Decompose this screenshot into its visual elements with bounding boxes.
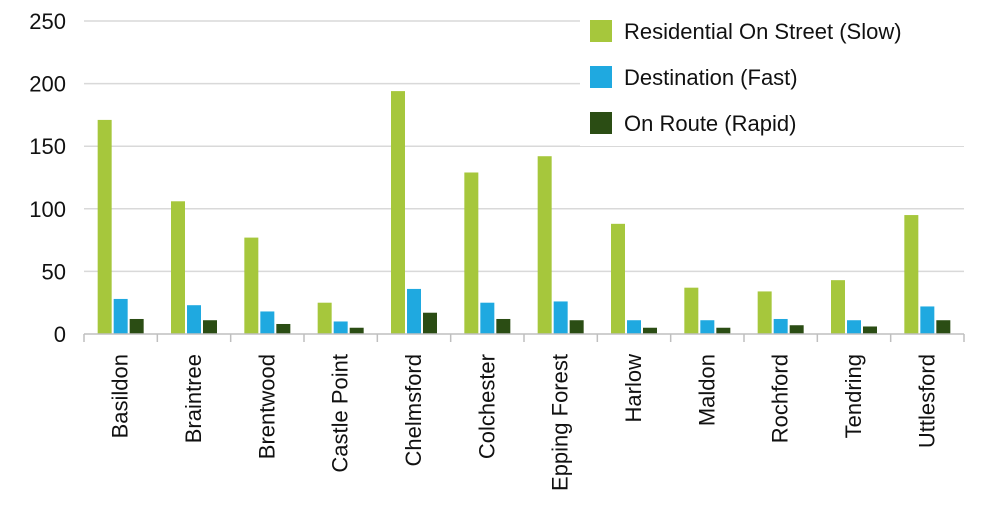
bar-colchester-series-0 [464,172,479,334]
y-tick-label: 0 [54,322,66,347]
bar-braintree-series-1 [187,305,201,334]
x-axis-category-labels: Basildon Braintree Brentwood Castle Point Ch… [108,354,940,491]
category-label: Uttlesford [914,354,939,448]
legend-label: On Route (Rapid) [624,111,796,136]
bar-tendring-series-2 [863,326,877,334]
bar-basildon-series-2 [129,318,144,334]
bar-chelmsford-series-1 [407,288,421,334]
y-axis-tick-labels: 0 50 100 150 200 250 [29,9,66,347]
legend-swatch [590,112,612,134]
category-label: Braintree [181,354,206,443]
bar-rochford-series-1 [773,318,788,334]
category-label: Rochford [768,354,793,443]
bar-colchester-series-1 [480,302,495,334]
bar-epping-forest-series-2 [569,320,584,334]
legend: Residential On Street (Slow) Destination … [580,6,970,146]
y-tick-label: 200 [29,72,66,97]
bar-harlow-series-0 [611,223,625,334]
bar-maldon-series-1 [700,320,715,334]
bar-braintree-series-2 [203,320,217,334]
bar-tendring-series-1 [847,320,861,334]
bar-basildon-series-0 [97,119,112,335]
bar-brentwood-series-0 [244,237,259,334]
bars [97,91,951,335]
bar-maldon-series-0 [684,287,699,334]
bar-uttlesford-series-1 [920,306,935,334]
y-tick-label: 50 [42,259,66,284]
bar-chelmsford-series-2 [423,312,437,334]
bar-tendring-series-0 [831,280,845,334]
bar-epping-forest-series-1 [553,301,568,334]
bar-chelmsford-series-0 [391,91,405,334]
category-label: Basildon [108,354,133,438]
bar-castle-point-series-1 [333,321,348,334]
bar-harlow-series-1 [627,320,641,334]
legend-background [580,6,970,146]
category-label: Maldon [694,354,719,426]
bar-basildon-series-1 [113,298,128,334]
bar-maldon-series-2 [716,327,731,334]
x-axis [83,333,965,342]
bar-braintree-series-0 [171,201,185,334]
bar-rochford-series-2 [789,325,804,334]
category-label: Brentwood [254,354,279,459]
bar-colchester-series-2 [496,318,511,334]
category-label: Epping Forest [548,354,573,491]
category-label: Tendring [841,354,866,438]
bar-epping-forest-series-0 [537,156,552,334]
category-label: Harlow [621,354,646,423]
category-label: Colchester [474,354,499,459]
y-tick-label: 100 [29,197,66,222]
bar-uttlesford-series-2 [936,320,951,334]
y-tick-label: 150 [29,134,66,159]
category-label: Castle Point [328,354,353,473]
bar-uttlesford-series-0 [904,215,919,334]
legend-label: Destination (Fast) [624,65,798,90]
legend-swatch [590,20,612,42]
bar-harlow-series-2 [643,327,657,334]
y-tick-label: 250 [29,9,66,34]
legend-label: Residential On Street (Slow) [624,19,902,44]
legend-swatch [590,66,612,88]
category-label: Chelmsford [401,354,426,466]
bar-castle-point-series-2 [349,327,364,334]
bar-brentwood-series-2 [276,323,291,334]
bar-rochford-series-0 [757,291,772,334]
bar-castle-point-series-0 [317,302,332,334]
bar-brentwood-series-1 [260,311,275,334]
